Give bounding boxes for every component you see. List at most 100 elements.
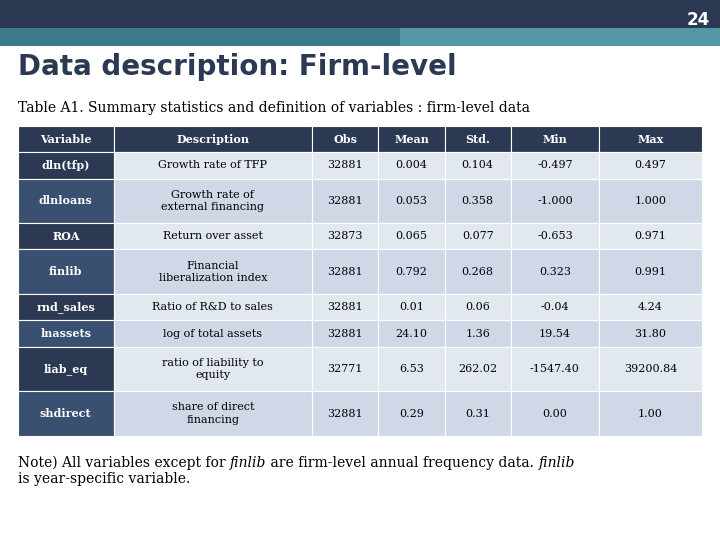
Text: Variable: Variable [40, 133, 91, 145]
Bar [599, 249, 702, 294]
Text: -0.04: -0.04 [541, 302, 570, 312]
Bar [18, 320, 114, 347]
Text: log of total assets: log of total assets [163, 328, 262, 339]
Bar [599, 294, 702, 320]
Text: 0.29: 0.29 [399, 409, 424, 419]
Text: Data description: Firm-level: Data description: Firm-level [18, 53, 456, 81]
Bar [599, 223, 702, 249]
Text: 0.497: 0.497 [634, 160, 667, 171]
Text: 39200.84: 39200.84 [624, 364, 678, 374]
Bar [312, 249, 379, 294]
Text: liab_eq: liab_eq [44, 363, 88, 375]
Bar [379, 126, 444, 152]
Bar [114, 126, 312, 152]
Bar [18, 152, 114, 179]
Text: lnassets: lnassets [40, 328, 91, 339]
Bar [444, 294, 510, 320]
Text: 32881: 32881 [328, 267, 363, 277]
Bar [114, 347, 312, 392]
Text: 19.54: 19.54 [539, 328, 571, 339]
Bar [444, 179, 510, 223]
Text: Description: Description [176, 133, 249, 145]
Bar [379, 347, 444, 392]
Bar [444, 347, 510, 392]
Text: 0.065: 0.065 [395, 231, 428, 241]
Bar [510, 179, 599, 223]
Text: -1547.40: -1547.40 [530, 364, 580, 374]
Bar [312, 223, 379, 249]
Text: finlib: finlib [49, 266, 83, 278]
Text: Obs: Obs [333, 133, 357, 145]
Text: 24: 24 [687, 11, 710, 29]
Bar [312, 347, 379, 392]
Bar [444, 152, 510, 179]
Text: 1.00: 1.00 [638, 409, 663, 419]
Bar [312, 294, 379, 320]
Text: 32881: 32881 [328, 302, 363, 312]
Bar [510, 392, 599, 436]
Bar [312, 392, 379, 436]
Bar [444, 320, 510, 347]
Text: 1.36: 1.36 [465, 328, 490, 339]
Text: Growth rate of TFP: Growth rate of TFP [158, 160, 267, 171]
Bar [114, 223, 312, 249]
Bar [379, 294, 444, 320]
Bar [444, 249, 510, 294]
Bar [18, 392, 114, 436]
Bar [510, 152, 599, 179]
Bar [18, 126, 114, 152]
Bar [114, 179, 312, 223]
Bar [18, 347, 114, 392]
Text: 0.06: 0.06 [465, 302, 490, 312]
Text: Max: Max [637, 133, 664, 145]
Text: 0.358: 0.358 [462, 196, 494, 206]
Text: 32873: 32873 [328, 231, 363, 241]
Text: rnd_sales: rnd_sales [37, 301, 95, 313]
Bar [599, 179, 702, 223]
Bar [312, 179, 379, 223]
Text: -0.497: -0.497 [537, 160, 572, 171]
Bar [379, 320, 444, 347]
Text: Return over asset: Return over asset [163, 231, 263, 241]
Bar [444, 126, 510, 152]
Text: 0.268: 0.268 [462, 267, 494, 277]
Text: -0.653: -0.653 [537, 231, 573, 241]
Text: 0.31: 0.31 [465, 409, 490, 419]
Bar [444, 223, 510, 249]
Bar [0, 0, 720, 28]
Text: 32881: 32881 [328, 160, 363, 171]
Text: Growth rate of
external financing: Growth rate of external financing [161, 190, 264, 212]
Bar [312, 320, 379, 347]
Text: Financial
liberalization index: Financial liberalization index [158, 261, 267, 283]
Bar [599, 320, 702, 347]
Bar [379, 249, 444, 294]
Bar [510, 320, 599, 347]
Text: 4.24: 4.24 [638, 302, 663, 312]
Bar [114, 392, 312, 436]
Text: 0.104: 0.104 [462, 160, 494, 171]
Bar [114, 320, 312, 347]
Text: 32771: 32771 [328, 364, 363, 374]
Text: finlib: finlib [230, 456, 266, 470]
Bar [379, 223, 444, 249]
Bar [510, 126, 599, 152]
Text: 32881: 32881 [328, 196, 363, 206]
Bar [114, 294, 312, 320]
Text: Ratio of R&D to sales: Ratio of R&D to sales [153, 302, 274, 312]
Text: 0.792: 0.792 [395, 267, 428, 277]
Text: 0.991: 0.991 [634, 267, 667, 277]
Text: 262.02: 262.02 [458, 364, 498, 374]
Bar [510, 294, 599, 320]
Text: Std.: Std. [465, 133, 490, 145]
Bar [312, 152, 379, 179]
Bar [114, 152, 312, 179]
Text: 1.000: 1.000 [634, 196, 667, 206]
Text: dln(tfp): dln(tfp) [42, 160, 90, 171]
Text: 0.004: 0.004 [395, 160, 428, 171]
Text: 32881: 32881 [328, 328, 363, 339]
Text: ratio of liability to
equity: ratio of liability to equity [162, 358, 264, 380]
Text: 0.077: 0.077 [462, 231, 493, 241]
Text: 24.10: 24.10 [395, 328, 428, 339]
Bar [444, 392, 510, 436]
Text: 6.53: 6.53 [399, 364, 424, 374]
